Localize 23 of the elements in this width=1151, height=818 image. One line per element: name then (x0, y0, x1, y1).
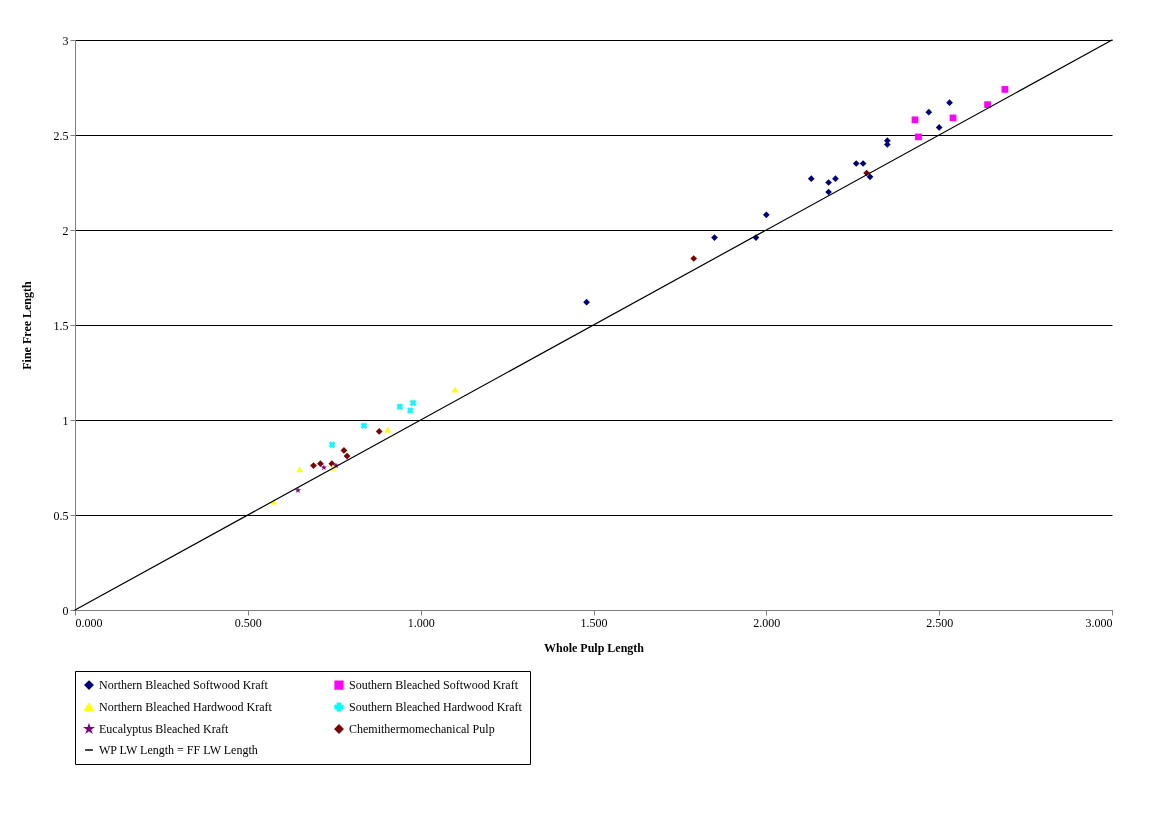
x-tick-label: 3.000 (1085, 615, 1113, 630)
legend-label: Northern Bleached Softwood Kraft (99, 678, 269, 693)
y-tick-label: 1 (62, 413, 69, 428)
y-tick-label: 1.5 (53, 318, 69, 333)
x-tick-label: 1.000 (407, 615, 435, 630)
y-axis-title: Fine Free Length (19, 280, 34, 370)
y-tick-label: 3 (62, 33, 69, 48)
y-tick-label: 2.5 (53, 128, 69, 143)
y-tick-label: 0.5 (53, 508, 69, 523)
legend-label: Southern Bleached Softwood Kraft (349, 678, 519, 693)
legend-label: Chemithermomechanical Pulp (349, 722, 495, 736)
legend-label: Eucalyptus Bleached Kraft (99, 722, 229, 736)
x-tick-label: 2.000 (753, 615, 781, 630)
legend-label: Northern Bleached Hardwood Kraft (99, 700, 273, 714)
x-tick-label: 1.500 (580, 615, 608, 630)
x-tick-label: 2.500 (926, 615, 954, 630)
legend-label: WP LW Length = FF LW Length (99, 743, 258, 757)
y-tick-label: 0 (62, 603, 69, 618)
x-axis-title: Whole Pulp Length (543, 640, 645, 655)
x-tick-label: 0.500 (234, 615, 262, 630)
y-tick-label: 2 (62, 223, 69, 238)
legend-label: Southern Bleached Hardwood Kraft (349, 700, 523, 714)
x-tick-label: 0.000 (75, 615, 103, 630)
